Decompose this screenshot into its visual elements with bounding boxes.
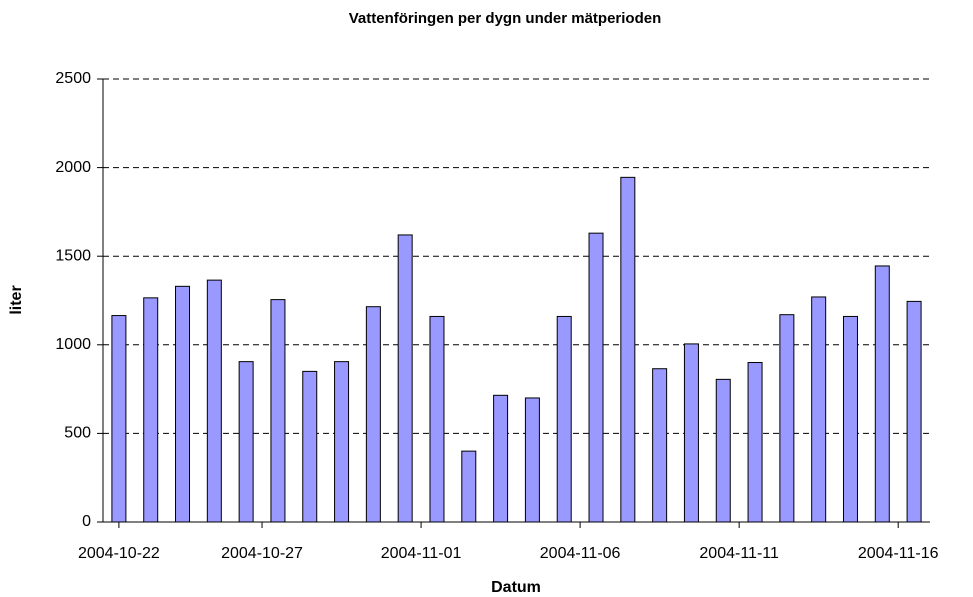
- x-tick-label: 2004-11-16: [858, 545, 939, 562]
- bar: [143, 297, 159, 523]
- x-tick-label: 2004-11-11: [699, 545, 779, 562]
- bar: [397, 234, 413, 523]
- bar: [588, 232, 604, 523]
- bar: [556, 315, 572, 523]
- y-tick-label: 1500: [55, 247, 91, 264]
- bar: [175, 285, 191, 523]
- bar: [652, 368, 668, 523]
- y-tick-label: 2000: [55, 159, 91, 176]
- x-tick-label: 2004-11-01: [381, 545, 462, 562]
- y-axis-label: liter: [8, 285, 25, 314]
- bar: [906, 300, 922, 523]
- bar: [779, 314, 795, 523]
- bar: [874, 265, 890, 523]
- y-tick-label: 2500: [55, 70, 91, 87]
- x-axis-label: Datum: [491, 579, 541, 596]
- bar: [811, 296, 827, 523]
- bar: [524, 397, 540, 523]
- x-tick-label: 2004-10-27: [221, 545, 303, 562]
- bar: [111, 315, 127, 523]
- bar: [429, 315, 445, 523]
- bar: [365, 306, 381, 523]
- bar: [270, 299, 286, 523]
- bar: [238, 361, 254, 523]
- bar: [715, 378, 731, 523]
- y-tick-label: 500: [64, 425, 91, 442]
- bar: [683, 343, 699, 523]
- y-tick-label: 1000: [55, 336, 91, 353]
- x-tick-label: 2004-11-06: [540, 545, 621, 562]
- chart-title: Vattenföringen per dygn under mätperiode…: [349, 10, 662, 27]
- bar: [493, 394, 509, 523]
- bar: [302, 370, 318, 523]
- x-tick-label: 2004-10-22: [78, 545, 160, 562]
- bar: [206, 279, 222, 523]
- bar: [747, 362, 763, 523]
- y-tick-label: 0: [82, 513, 91, 530]
- bar: [334, 361, 350, 523]
- bar: [842, 315, 858, 523]
- bar: [620, 176, 636, 523]
- bar: [461, 450, 477, 523]
